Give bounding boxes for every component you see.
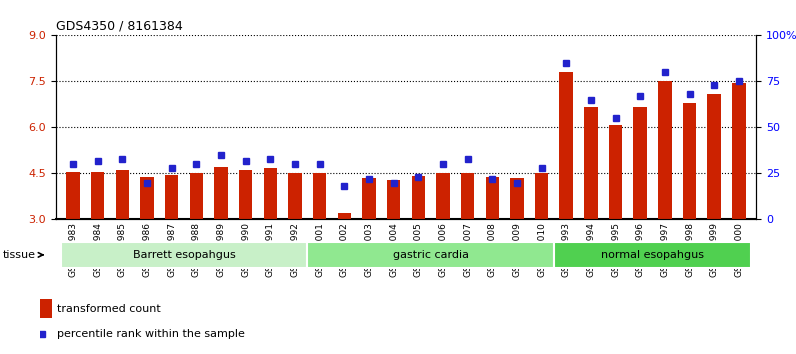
FancyBboxPatch shape xyxy=(307,242,554,268)
Bar xyxy=(535,173,548,219)
Bar xyxy=(66,172,80,219)
Bar xyxy=(239,170,252,219)
Bar xyxy=(486,177,499,219)
FancyBboxPatch shape xyxy=(60,242,307,268)
Bar xyxy=(732,83,746,219)
Text: GDS4350 / 8161384: GDS4350 / 8161384 xyxy=(56,20,182,33)
Bar xyxy=(115,170,129,219)
Text: Barrett esopahgus: Barrett esopahgus xyxy=(133,250,236,260)
Bar xyxy=(91,172,104,219)
Bar xyxy=(683,103,696,219)
Bar xyxy=(362,178,376,219)
Bar xyxy=(609,125,622,219)
Bar xyxy=(708,94,721,219)
Text: normal esopahgus: normal esopahgus xyxy=(601,250,704,260)
Bar xyxy=(658,81,672,219)
Bar xyxy=(313,173,326,219)
Bar xyxy=(560,72,573,219)
Bar xyxy=(461,173,474,219)
Text: transformed count: transformed count xyxy=(57,304,160,314)
Bar xyxy=(338,213,351,219)
Bar xyxy=(189,173,203,219)
Bar xyxy=(584,108,598,219)
Text: tissue: tissue xyxy=(3,250,43,260)
FancyBboxPatch shape xyxy=(554,242,751,268)
Bar xyxy=(510,178,524,219)
Bar xyxy=(140,177,154,219)
Text: percentile rank within the sample: percentile rank within the sample xyxy=(57,329,244,339)
Bar xyxy=(387,180,400,219)
Bar xyxy=(436,173,450,219)
Bar xyxy=(288,173,302,219)
Text: gastric cardia: gastric cardia xyxy=(392,250,469,260)
Bar xyxy=(214,167,228,219)
Bar xyxy=(40,299,52,318)
Bar xyxy=(634,107,647,219)
Bar xyxy=(165,175,178,219)
Bar xyxy=(412,176,425,219)
Bar xyxy=(263,168,277,219)
